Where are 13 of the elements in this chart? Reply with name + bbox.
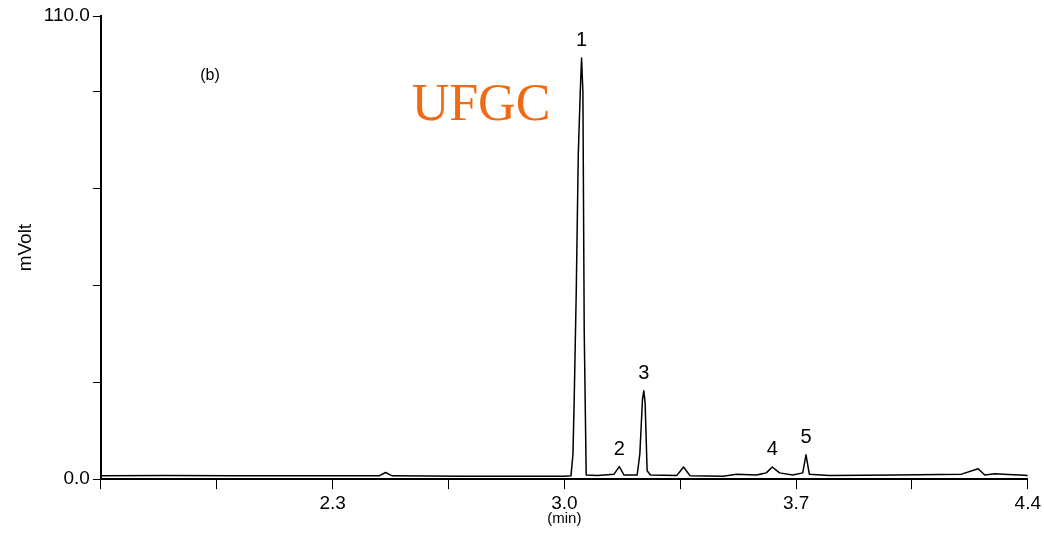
annotation: (b)	[200, 66, 220, 83]
annotation: 1	[576, 28, 588, 51]
y-tick-label: 110.0	[43, 4, 90, 26]
annotation: UFGC	[411, 74, 551, 131]
y-tick-label: 0.0	[63, 467, 90, 489]
y-axis-title: mVolt	[13, 223, 35, 272]
x-tick-label: 2.3	[319, 491, 346, 513]
annotation: 5	[800, 424, 812, 447]
x-tick-label: 4.4	[1014, 491, 1042, 513]
annotation: 3	[638, 360, 650, 383]
annotation: 4	[766, 436, 778, 459]
x-tick-label: 3.7	[782, 491, 810, 513]
annotation: 2	[613, 436, 625, 459]
